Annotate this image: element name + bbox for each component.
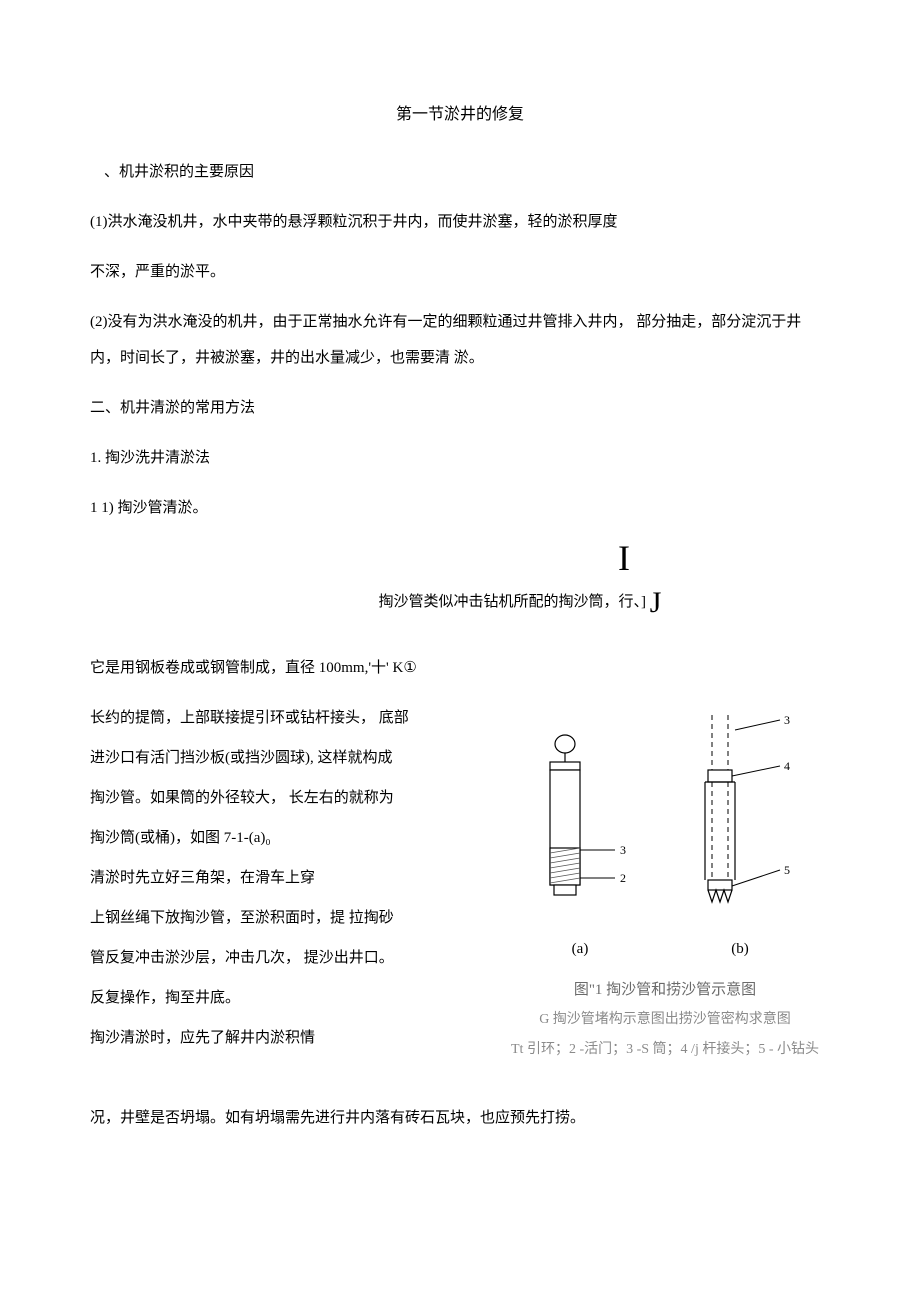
heading-4: 1 1) 掏沙管清淤。 <box>90 490 830 526</box>
figure-area: 3 2 (a) <box>500 710 830 958</box>
figure-a-svg: 3 2 <box>520 730 640 930</box>
figure-a-wrap: 3 2 (a) <box>520 730 640 958</box>
paragraph-last: 况，井壁是否坍塌。如有坍塌需先进行井内落有砖石瓦块，也应预先打捞。 <box>90 1100 830 1136</box>
figure-b-label: (b) <box>670 941 810 958</box>
equation-j: J <box>650 586 662 619</box>
paragraph-2: (2)没有为洪水淹没的机井，由于正常抽水允许有一定的细颗粒通过井管排入井内， 部… <box>90 304 830 376</box>
figure-a-lead-3: 3 <box>620 843 626 857</box>
figure-caption-main: 图"1 掏沙管和捞沙管示意图 <box>500 978 830 999</box>
figure-b-lead-4: 4 <box>784 759 790 773</box>
page-title: 第一节淤井的修复 <box>90 100 830 124</box>
right-column: 3 2 (a) <box>500 700 830 1070</box>
figure-a-lead-2: 2 <box>620 871 626 885</box>
left-line-8: 反复操作，掏至井底。 <box>90 980 480 1016</box>
left-line-3: 掏沙管。如果筒的外径较大， 长左右的就称为 <box>90 780 480 816</box>
figure-caption-sub2: Tt 引环；2 -活门；3 -S 筒；4 /j 杆接头；5 - 小钻头 <box>500 1039 830 1061</box>
figure-b-lead-3: 3 <box>784 713 790 727</box>
figure-a-label: (a) <box>520 941 640 958</box>
left-line-6: 上钢丝绳下放掏沙管，至淤积面时，提 拉掏砂 <box>90 900 480 936</box>
equation-big-i: I <box>90 540 830 576</box>
two-column-area: 长约的提筒，上部联接提引环或钻杆接头， 底部 进沙口有活门挡沙板(或挡沙圆球),… <box>90 700 830 1070</box>
left-line-1: 长约的提筒，上部联接提引环或钻杆接头， 底部 <box>90 700 480 736</box>
heading-3: 1. 掏沙洗井清淤法 <box>90 440 830 476</box>
figure-caption-sub1: G 掏沙管堵构示意图出捞沙管密构求意图 <box>500 1009 830 1031</box>
figure-b-svg: 3 4 5 <box>670 710 810 930</box>
left-line-5: 清淤时先立好三角架，在滑车上穿 <box>90 860 480 896</box>
paragraph-3: 它是用钢板卷成或钢管制成，直径 100mm,'十' K① <box>90 650 830 686</box>
paragraph-1b: 不深，严重的淤平。 <box>90 254 830 290</box>
equation-line: 掏沙管类似冲击钻机所配的掏沙筒，行、] J <box>90 576 830 630</box>
heading-1: 、机井淤积的主要原因 <box>104 154 830 190</box>
figure-b-wrap: 3 4 5 (b) <box>670 710 810 958</box>
left-line-7: 管反复冲击淤沙层，冲击几次， 提沙出井口。 <box>90 940 480 976</box>
left-line-2: 进沙口有活门挡沙板(或挡沙圆球), 这样就构成 <box>90 740 480 776</box>
left-column: 长约的提筒，上部联接提引环或钻杆接头， 底部 进沙口有活门挡沙板(或挡沙圆球),… <box>90 700 480 1060</box>
left-line-4: 掏沙筒(或桶)，如图 7-1-(a)₀ <box>90 820 480 856</box>
figure-b-lead-5: 5 <box>784 863 790 877</box>
paragraph-1a: (1)洪水淹没机井，水中夹带的悬浮颗粒沉积于井内，而使井淤塞，轻的淤积厚度 <box>90 204 830 240</box>
equation-pre: 掏沙管类似冲击钻机所配的掏沙筒，行、] <box>379 594 650 610</box>
document-page: 第一节淤井的修复 、机井淤积的主要原因 (1)洪水淹没机井，水中夹带的悬浮颗粒沉… <box>0 0 920 1210</box>
left-line-9: 掏沙清淤时，应先了解井内淤积情 <box>90 1020 480 1056</box>
heading-2: 二、机井清淤的常用方法 <box>90 390 830 426</box>
